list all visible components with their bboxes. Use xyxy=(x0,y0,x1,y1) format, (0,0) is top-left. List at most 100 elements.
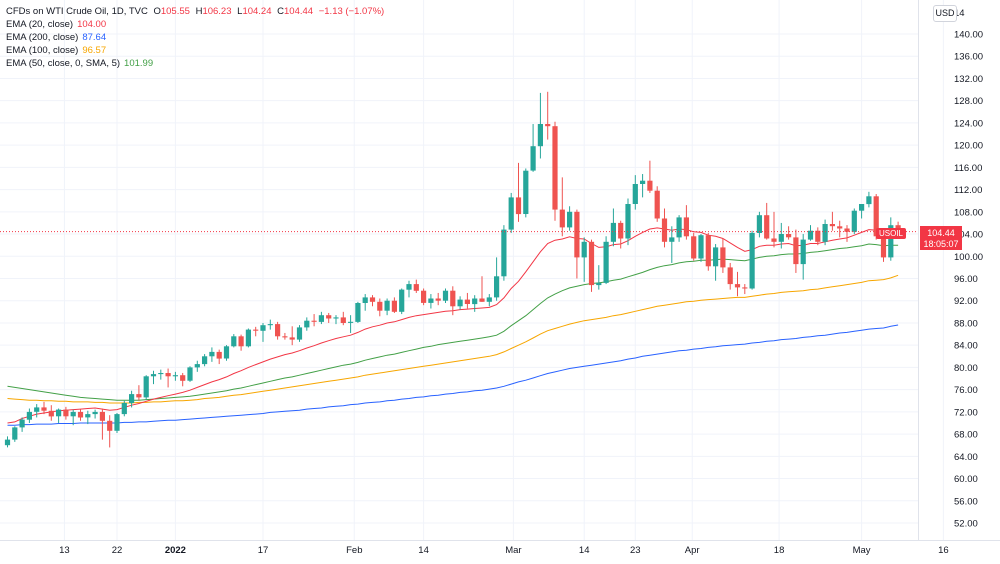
candle-body xyxy=(486,297,492,302)
candle-body xyxy=(194,364,200,368)
candle xyxy=(815,227,821,246)
candle xyxy=(77,409,84,421)
candle xyxy=(355,301,361,323)
price-tick-label: 108.00 xyxy=(954,207,983,218)
candle xyxy=(253,326,259,337)
candle xyxy=(734,271,741,297)
candle xyxy=(683,205,689,240)
candle xyxy=(4,436,11,448)
candle-body xyxy=(559,209,565,228)
candle xyxy=(705,232,711,271)
candle xyxy=(340,311,346,326)
candle xyxy=(756,211,762,238)
candle xyxy=(267,319,273,330)
candle-body xyxy=(552,126,558,210)
candle xyxy=(713,244,719,281)
low-value: 104.24 xyxy=(242,6,272,17)
candle xyxy=(238,334,244,351)
candle-body xyxy=(421,290,427,303)
candle-body xyxy=(70,411,76,417)
candle-body xyxy=(99,411,105,421)
candle-body xyxy=(567,211,573,228)
last-price-tag: USOIL 104.44 xyxy=(876,226,962,240)
candle xyxy=(545,91,551,140)
indicator-ema100[interactable]: EMA (100, close) 96.57 xyxy=(6,44,384,57)
candle xyxy=(333,315,339,325)
candle xyxy=(829,211,835,231)
candle xyxy=(172,371,178,381)
candle xyxy=(581,237,587,282)
ema-100-series xyxy=(7,274,899,404)
high-value: 106.23 xyxy=(202,6,232,17)
symbol-header: CFDs on WTI Crude Oil, 1D, TVC O105.55 H… xyxy=(6,5,384,18)
currency-badge[interactable]: USD xyxy=(933,5,957,22)
time-tick-label: 14 xyxy=(418,545,429,556)
price-tick-label: 100.00 xyxy=(954,252,983,263)
chart-grid xyxy=(0,0,1000,541)
candle-body xyxy=(202,356,208,365)
candle xyxy=(406,280,412,298)
candle-body xyxy=(391,300,397,312)
price-tick-label: 52.00 xyxy=(954,519,978,530)
ohlc-values: O105.55 H106.23 L104.24 C104.44 −1.13 (−… xyxy=(150,6,384,17)
candle-body xyxy=(501,229,507,277)
candle xyxy=(647,160,653,193)
candle-body xyxy=(705,235,711,267)
candle xyxy=(369,295,376,307)
candle-body xyxy=(289,337,295,340)
candle-body xyxy=(311,320,317,322)
candle-body xyxy=(479,298,485,302)
time-tick-label: Feb xyxy=(346,545,362,556)
candle-body xyxy=(362,297,368,303)
candle-body xyxy=(494,276,500,298)
candle-body xyxy=(661,218,668,242)
symbol-title[interactable]: CFDs on WTI Crude Oil, 1D, TVC xyxy=(6,6,148,17)
candle-body xyxy=(880,236,887,258)
candle-body xyxy=(574,211,580,258)
candle xyxy=(537,92,543,159)
price-tick-label: 116.00 xyxy=(954,163,982,174)
indicator-ema50[interactable]: EMA (50, close, 0, SMA, 5) 101.99 xyxy=(6,57,384,70)
candle-body xyxy=(807,230,814,240)
candle xyxy=(567,206,573,231)
candle xyxy=(377,298,383,317)
candle xyxy=(669,226,675,263)
candle-body xyxy=(4,439,11,446)
price-tick-label-partial: 14 xyxy=(954,8,965,19)
candle xyxy=(19,417,25,432)
indicator-ema200[interactable]: EMA (200, close) 87.64 xyxy=(6,31,384,44)
candle xyxy=(326,312,332,323)
ema-100-line xyxy=(7,274,899,404)
candle-body xyxy=(800,239,806,265)
candle xyxy=(275,321,281,340)
candle-body xyxy=(413,284,419,291)
candle-body xyxy=(56,409,62,417)
indicator-ema20[interactable]: EMA (20, close) 104.00 xyxy=(6,18,384,31)
time-tick-label: 14 xyxy=(579,545,590,556)
candle-body xyxy=(216,351,222,359)
candle-body xyxy=(369,297,376,302)
candle-body xyxy=(734,284,741,288)
candle xyxy=(800,234,806,280)
candle-body xyxy=(793,237,799,265)
time-tick-label: Apr xyxy=(685,545,700,556)
ema-50-line xyxy=(7,243,899,401)
candle-body xyxy=(472,298,478,305)
candle-body xyxy=(267,324,273,326)
candle xyxy=(41,401,47,415)
candle-body xyxy=(377,301,383,311)
close-label: C xyxy=(277,6,285,17)
price-tick-label: 128.00 xyxy=(954,96,983,107)
candle-body xyxy=(172,375,178,377)
candle xyxy=(625,198,631,246)
candle-body xyxy=(829,224,835,227)
time-tick-label: Mar xyxy=(505,545,521,556)
candle-body xyxy=(165,373,171,377)
candle xyxy=(859,204,865,219)
candle-body xyxy=(231,336,237,347)
candle-body xyxy=(209,351,215,357)
candle-body xyxy=(764,215,770,239)
price-tick-label: 112.00 xyxy=(954,185,982,196)
price-tick-label: 124.00 xyxy=(954,118,983,129)
